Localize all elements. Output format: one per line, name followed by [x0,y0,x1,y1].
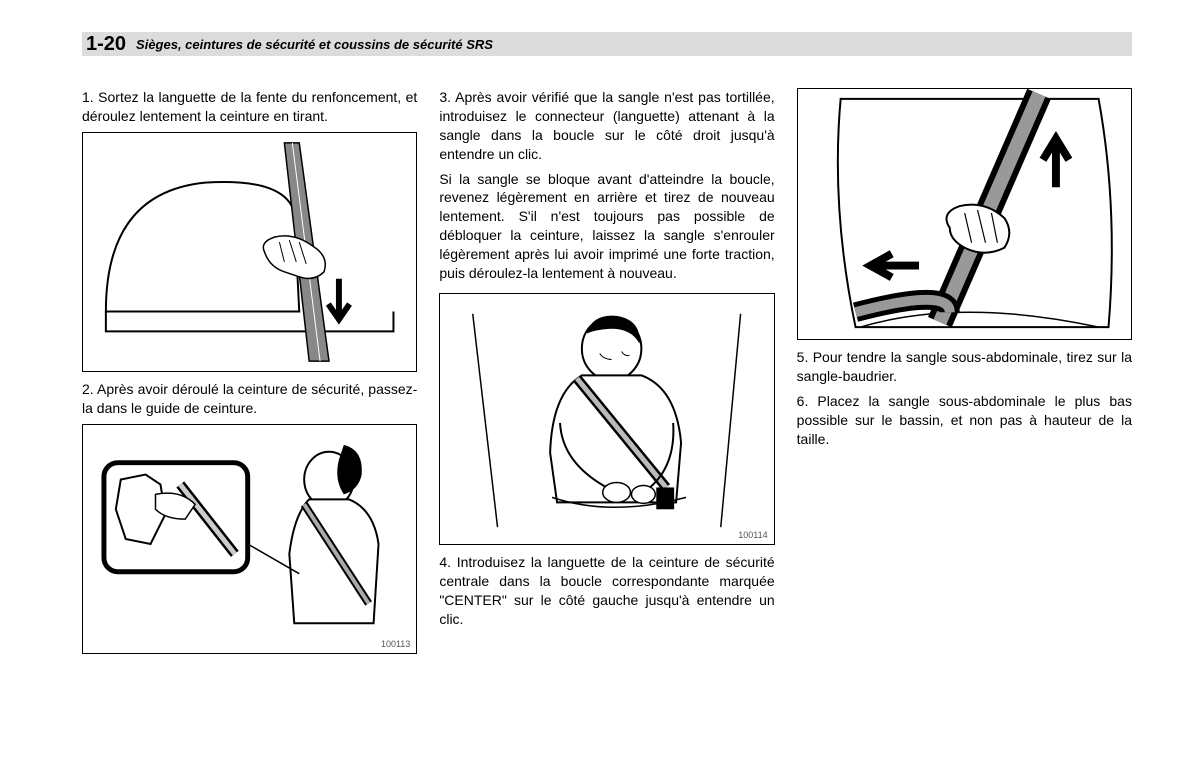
figure-id: 100113 [381,639,410,649]
column-2: 3. Après avoir vérifié que la sangle n'e… [439,88,774,733]
step-1-text: 1. Sortez la languette de la fente du re… [82,88,417,126]
page-number: 1-20 [86,33,126,56]
content-columns: 1. Sortez la languette de la fente du re… [82,88,1132,733]
step-3b-text: Si la sangle se bloque avant d'atteindre… [439,170,774,283]
seat-belt-slot-illustration [83,133,416,371]
step-4-text: 4. Introduisez la languette de la ceintu… [439,553,774,629]
figure-tighten-belt [797,88,1132,340]
figure-id: 100114 [738,530,767,540]
step-6-text: 6. Placez la sangle sous-abdominale le p… [797,392,1132,449]
insert-connector-illustration [440,294,773,544]
figure-seat-belt-slot [82,132,417,372]
column-1: 1. Sortez la languette de la fente du re… [82,88,417,733]
header-title: Sièges, ceintures de sécurité et coussin… [136,37,493,52]
step-2-text: 2. Après avoir déroulé la ceinture de sé… [82,380,417,418]
page-header: 1-20 Sièges, ceintures de sécurité et co… [82,32,1132,56]
step-3-text: 3. Après avoir vérifié que la sangle n'e… [439,88,774,164]
figure-belt-guide: 100113 [82,424,417,654]
tighten-belt-illustration [798,89,1131,339]
step-5-text: 5. Pour tendre la sangle sous-abdominale… [797,348,1132,386]
belt-guide-illustration [83,425,416,653]
figure-insert-connector: 100114 [439,293,774,545]
column-3: 5. Pour tendre la sangle sous-abdominale… [797,88,1132,733]
